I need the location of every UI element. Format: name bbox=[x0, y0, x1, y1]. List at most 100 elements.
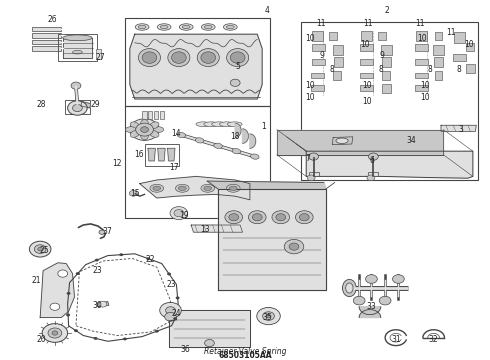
Bar bbox=[415, 59, 428, 65]
Polygon shape bbox=[243, 129, 248, 143]
Text: Retainer-Valve Spring: Retainer-Valve Spring bbox=[204, 347, 286, 356]
Text: 26: 26 bbox=[48, 15, 57, 24]
Bar bbox=[360, 59, 373, 65]
Circle shape bbox=[73, 104, 82, 112]
Ellipse shape bbox=[177, 132, 186, 138]
Ellipse shape bbox=[130, 122, 140, 129]
Ellipse shape bbox=[150, 184, 164, 192]
Circle shape bbox=[129, 190, 137, 196]
Circle shape bbox=[75, 272, 79, 275]
Ellipse shape bbox=[201, 24, 215, 30]
Text: 20: 20 bbox=[37, 335, 47, 343]
Text: 12: 12 bbox=[112, 159, 122, 168]
Circle shape bbox=[379, 296, 391, 305]
Circle shape bbox=[295, 211, 313, 224]
Circle shape bbox=[136, 123, 153, 136]
Polygon shape bbox=[250, 134, 256, 148]
Ellipse shape bbox=[175, 184, 189, 192]
Circle shape bbox=[68, 101, 87, 115]
Circle shape bbox=[173, 317, 177, 320]
Circle shape bbox=[205, 339, 215, 347]
Polygon shape bbox=[359, 307, 381, 315]
Text: 16: 16 bbox=[134, 150, 144, 159]
Ellipse shape bbox=[197, 49, 220, 67]
Ellipse shape bbox=[73, 50, 82, 54]
Bar bbox=[416, 31, 427, 41]
Ellipse shape bbox=[182, 25, 190, 29]
Ellipse shape bbox=[125, 127, 136, 132]
Ellipse shape bbox=[343, 279, 356, 297]
Circle shape bbox=[141, 127, 148, 132]
Text: 11: 11 bbox=[363, 19, 372, 28]
Bar bbox=[416, 85, 427, 91]
Text: 3: 3 bbox=[458, 125, 463, 134]
Text: 14: 14 bbox=[172, 129, 181, 138]
Text: 10: 10 bbox=[420, 81, 430, 90]
Text: 10: 10 bbox=[363, 81, 372, 90]
Bar bbox=[65, 100, 90, 114]
Circle shape bbox=[166, 307, 175, 314]
Circle shape bbox=[272, 211, 290, 224]
Polygon shape bbox=[81, 102, 91, 108]
Circle shape bbox=[66, 314, 70, 316]
Ellipse shape bbox=[223, 24, 237, 30]
Circle shape bbox=[146, 257, 150, 260]
Circle shape bbox=[74, 329, 78, 332]
Circle shape bbox=[67, 292, 71, 295]
Bar bbox=[433, 45, 444, 55]
Ellipse shape bbox=[250, 154, 259, 159]
Ellipse shape bbox=[214, 143, 222, 148]
Circle shape bbox=[263, 312, 274, 320]
Text: 21: 21 bbox=[32, 276, 42, 285]
Text: 34: 34 bbox=[407, 136, 416, 145]
Ellipse shape bbox=[172, 52, 186, 63]
Bar bbox=[381, 45, 392, 55]
Ellipse shape bbox=[204, 25, 212, 29]
Text: 68503105AA: 68503105AA bbox=[218, 351, 272, 360]
Circle shape bbox=[392, 275, 404, 283]
Circle shape bbox=[50, 303, 60, 310]
Text: 17: 17 bbox=[169, 163, 179, 172]
Ellipse shape bbox=[63, 35, 92, 41]
Ellipse shape bbox=[149, 122, 159, 129]
Circle shape bbox=[368, 153, 378, 160]
Circle shape bbox=[99, 301, 107, 307]
Polygon shape bbox=[306, 151, 473, 178]
Polygon shape bbox=[148, 148, 155, 161]
Text: 29: 29 bbox=[91, 100, 100, 109]
Circle shape bbox=[307, 175, 315, 181]
Circle shape bbox=[58, 270, 68, 277]
Polygon shape bbox=[168, 148, 175, 161]
Polygon shape bbox=[235, 123, 241, 138]
Text: 32: 32 bbox=[429, 335, 439, 343]
Text: 10: 10 bbox=[417, 34, 427, 43]
Circle shape bbox=[160, 302, 181, 318]
Circle shape bbox=[167, 273, 171, 275]
Ellipse shape bbox=[336, 138, 348, 143]
Bar bbox=[96, 49, 101, 59]
Circle shape bbox=[276, 213, 286, 221]
Bar bbox=[434, 57, 443, 67]
Text: 33: 33 bbox=[367, 302, 376, 311]
Bar bbox=[154, 111, 158, 119]
Bar bbox=[142, 111, 147, 119]
Bar bbox=[378, 32, 386, 40]
Bar bbox=[382, 71, 390, 80]
Bar bbox=[58, 34, 97, 61]
Bar bbox=[466, 43, 474, 51]
Text: 2: 2 bbox=[385, 6, 390, 15]
Text: 28: 28 bbox=[37, 100, 47, 109]
Bar bbox=[333, 45, 343, 55]
Circle shape bbox=[29, 241, 51, 257]
Text: 10: 10 bbox=[465, 40, 474, 49]
Ellipse shape bbox=[142, 52, 157, 63]
Bar bbox=[312, 44, 325, 51]
Text: 4: 4 bbox=[265, 6, 270, 15]
Polygon shape bbox=[63, 38, 92, 58]
Ellipse shape bbox=[138, 49, 161, 67]
Text: 11: 11 bbox=[316, 19, 325, 28]
Text: 9: 9 bbox=[320, 51, 325, 60]
Text: 8: 8 bbox=[428, 65, 433, 74]
Ellipse shape bbox=[212, 122, 226, 126]
Ellipse shape bbox=[157, 24, 171, 30]
